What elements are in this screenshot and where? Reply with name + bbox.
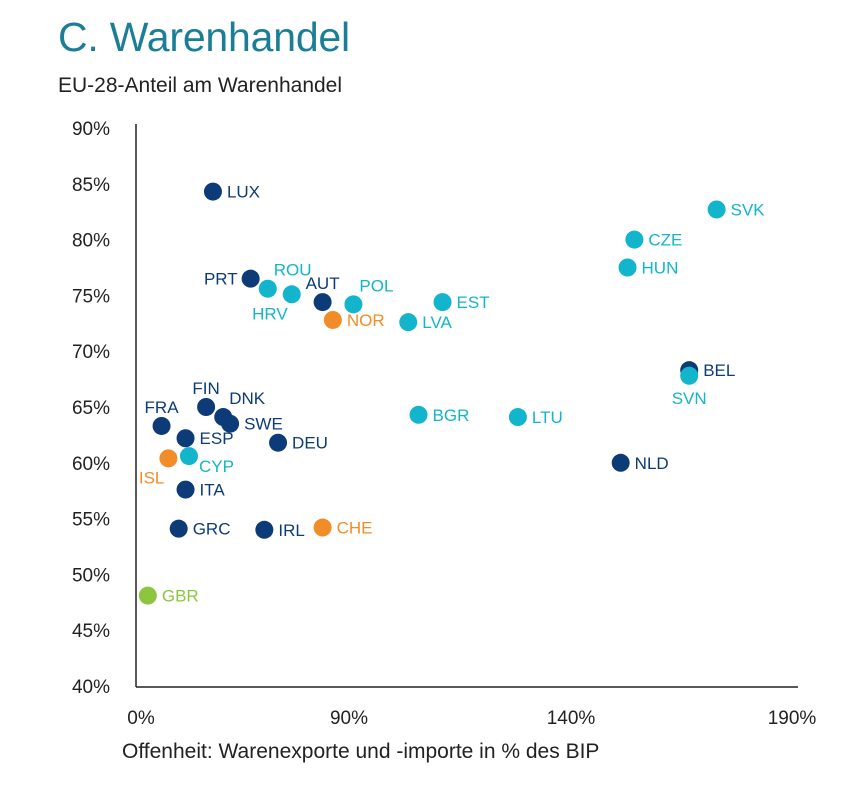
x-tick-label: 0% — [127, 708, 155, 729]
point-label-pol: POL — [359, 276, 393, 295]
point-cyp — [179, 447, 198, 466]
point-label-nor: NOR — [347, 311, 385, 330]
point-label-aut: AUT — [306, 274, 340, 293]
x-tick-labels: 0% 90% 140% 190% — [127, 708, 816, 729]
point-label-esp: ESP — [200, 429, 234, 448]
point-label-deu: DEU — [292, 434, 328, 453]
x-tick-label: 90% — [330, 708, 368, 729]
point-label-est: EST — [457, 293, 490, 312]
point-nor — [323, 310, 342, 329]
data-points: LUX PRT AUT BEL FIN DNK SWE FRA ESP DEU NLD ITA GRC I… — [138, 182, 766, 606]
point-label-swe: SWE — [244, 415, 283, 434]
y-tick-label: 45% — [72, 621, 110, 642]
point-label-irl: IRL — [278, 521, 304, 540]
point-label-hrv: HRV — [252, 304, 288, 323]
point-gbr — [138, 586, 157, 605]
point-ltu — [508, 408, 527, 427]
point-label-ita: ITA — [200, 481, 226, 500]
point-lux — [203, 182, 222, 201]
point-est — [433, 293, 452, 312]
point-label-lux: LUX — [227, 183, 260, 202]
point-fra — [152, 416, 171, 435]
point-cze — [625, 230, 644, 249]
point-svn — [680, 366, 699, 385]
chart-title: C. Warenhandel — [58, 14, 350, 60]
x-tick-label: 190% — [768, 708, 817, 729]
y-tick-label: 75% — [72, 286, 110, 307]
point-label-svn: SVN — [672, 389, 707, 408]
point-nld — [611, 453, 630, 472]
point-label-fin: FIN — [192, 379, 219, 398]
point-label-grc: GRC — [193, 520, 231, 539]
y-tick-label: 85% — [72, 175, 110, 196]
point-rou — [258, 279, 277, 298]
point-irl — [255, 520, 274, 539]
point-grc — [169, 519, 188, 538]
y-tick-label: 70% — [72, 342, 110, 363]
point-label-dnk: DNK — [229, 389, 266, 408]
y-tick-label: 90% — [72, 119, 110, 140]
point-label-bgr: BGR — [433, 406, 470, 425]
point-hun — [618, 258, 637, 277]
point-label-lva: LVA — [422, 313, 452, 332]
y-tick-label: 80% — [72, 231, 110, 252]
point-fin — [197, 398, 216, 416]
point-label-fra: FRA — [145, 398, 180, 417]
point-label-cyp: CYP — [199, 457, 234, 476]
point-bgr — [409, 405, 428, 424]
point-label-gbr: GBR — [162, 587, 199, 606]
point-swe — [221, 414, 240, 433]
point-aut — [313, 293, 332, 312]
point-label-prt: PRT — [204, 270, 238, 289]
point-label-svk: SVK — [731, 200, 766, 219]
chart-subtitle: EU-28-Anteil am Warenhandel — [58, 74, 343, 97]
point-label-bel: BEL — [703, 361, 735, 380]
point-label-hun: HUN — [642, 259, 679, 278]
point-label-nld: NLD — [635, 454, 669, 473]
point-hrv — [282, 285, 301, 304]
point-label-ltu: LTU — [532, 408, 563, 427]
y-tick-labels: 90% 85% 80% 75% 70% 65% 60% 55% 50% 45% 40% — [72, 119, 110, 698]
point-lva — [399, 313, 418, 332]
y-tick-label: 40% — [72, 677, 110, 698]
point-label-rou: ROU — [274, 261, 312, 280]
point-label-isl: ISL — [139, 468, 165, 487]
point-ita — [176, 480, 195, 499]
y-tick-label: 50% — [72, 565, 110, 586]
point-label-cze: CZE — [648, 231, 682, 250]
point-label-che: CHE — [337, 519, 373, 538]
y-tick-label: 55% — [72, 510, 110, 531]
point-deu — [269, 433, 288, 452]
y-tick-label: 60% — [72, 454, 110, 475]
point-prt — [241, 269, 260, 288]
point-isl — [159, 449, 178, 468]
y-tick-label: 65% — [72, 398, 110, 419]
x-tick-label: 140% — [547, 708, 596, 729]
point-svk — [707, 200, 726, 219]
point-esp — [176, 429, 195, 448]
point-pol — [344, 295, 363, 314]
x-axis-label: Offenheit: Warenexporte und -importe in … — [122, 740, 600, 763]
point-che — [313, 518, 332, 537]
